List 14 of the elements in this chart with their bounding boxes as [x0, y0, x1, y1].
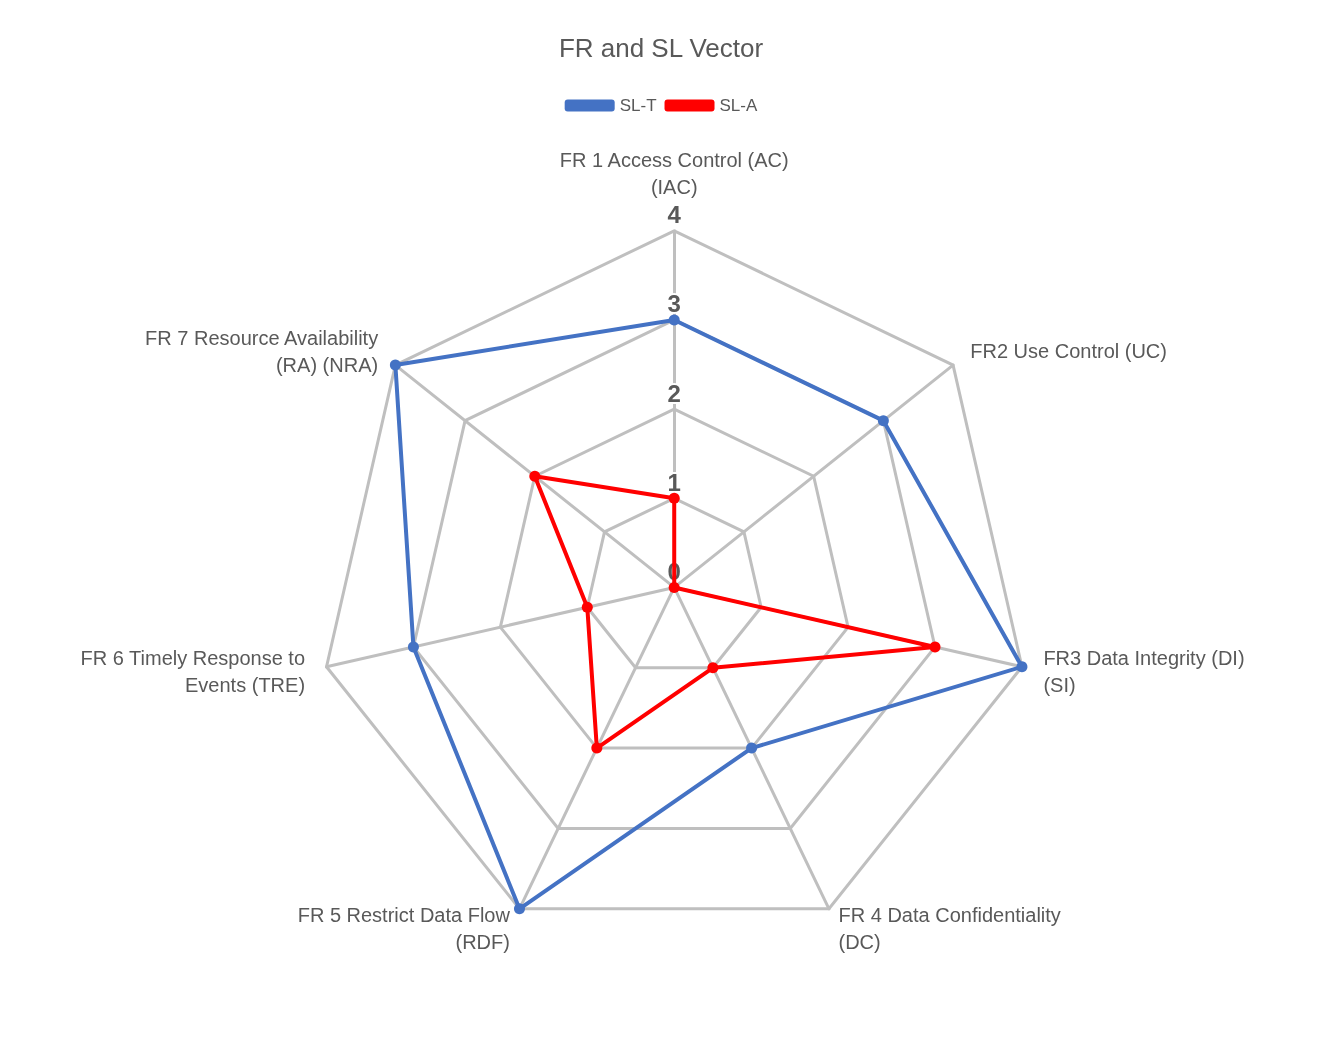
chart-title: FR and SL Vector [558, 33, 764, 63]
spoke-label: FR 7 Resource Availability (RA) (NRA) [145, 326, 379, 376]
spoke-label: FR2 Use Control (UC) [970, 340, 1167, 363]
legend-label: SL-T [619, 96, 657, 115]
spoke-label: FR 6 Timely Response to Events (TRE) [80, 647, 306, 697]
spoke-label: FR 4 Data Confidentiality (DC) [838, 904, 1061, 954]
spoke-label: FR 1 Access Control (AC) (IAC) [559, 149, 789, 199]
spoke-label: FR 5 Restrict Data Flow (RDF) [297, 904, 511, 954]
y-tick-label: 1 [667, 468, 681, 496]
y-tick-label: 2 [667, 379, 681, 407]
spoke-label: FR3 Data Integrity (DI) (SI) [1043, 647, 1245, 697]
y-tick-label: 4 [667, 201, 682, 229]
y-tick-label: 3 [667, 290, 681, 318]
legend-label: SL-A [719, 96, 758, 115]
